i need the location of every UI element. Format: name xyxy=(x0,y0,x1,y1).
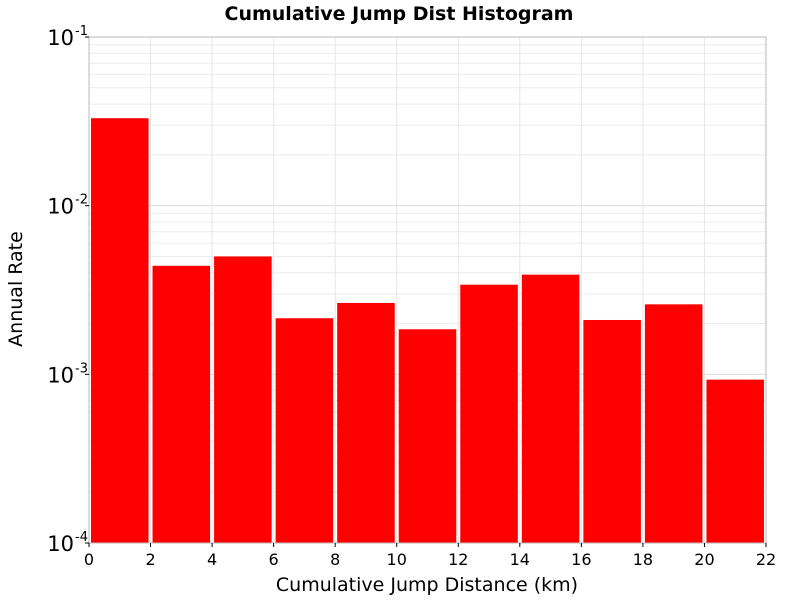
x-tick-label: 6 xyxy=(269,550,279,569)
y-tick-exponent: -1 xyxy=(75,24,88,39)
bar-4 xyxy=(337,302,395,543)
y-tick-base: 10 xyxy=(47,363,74,387)
bar-3 xyxy=(275,318,334,543)
y-tick-label: 10 -4 xyxy=(47,530,88,556)
y-tick-exponent: -4 xyxy=(75,530,88,545)
y-tick-label: 10 -3 xyxy=(47,361,88,387)
x-tick-label: 2 xyxy=(145,550,155,569)
y-tick-label: 10 -1 xyxy=(47,24,88,50)
x-tick-label: 12 xyxy=(448,550,468,569)
bar-5 xyxy=(398,329,457,543)
plot-frame xyxy=(88,36,767,544)
y-tick-base: 10 xyxy=(47,26,74,50)
bar-6 xyxy=(460,284,518,543)
x-tick-label: 20 xyxy=(694,550,714,569)
y-tick-base: 10 xyxy=(47,195,74,219)
x-axis-ticks: 0 2 4 6 8 10 12 14 16 18 20 22 xyxy=(84,543,776,569)
bar-8 xyxy=(583,319,641,543)
x-tick-label: 10 xyxy=(387,550,407,569)
x-tick-label: 16 xyxy=(571,550,591,569)
y-tick-base: 10 xyxy=(47,532,74,556)
chart-title: Cumulative Jump Dist Histogram xyxy=(225,3,574,25)
bars xyxy=(91,118,764,544)
y-tick-exponent: -3 xyxy=(75,361,88,376)
x-tick-label: 8 xyxy=(330,550,340,569)
y-tick-exponent: -2 xyxy=(75,193,88,208)
x-tick-label: 18 xyxy=(633,550,653,569)
x-tick-label: 4 xyxy=(207,550,217,569)
x-tick-label: 22 xyxy=(756,550,776,569)
bar-1 xyxy=(152,265,211,543)
bar-2 xyxy=(214,256,272,543)
y-axis-ticks: 10-410-310-210-1 xyxy=(47,24,89,556)
bar-10 xyxy=(706,379,764,543)
x-axis-label: Cumulative Jump Distance (km) xyxy=(276,574,578,596)
x-tick-label: 0 xyxy=(84,550,94,569)
x-tick-label: 14 xyxy=(510,550,530,569)
y-tick-label: 10 -2 xyxy=(47,193,88,219)
bar-7 xyxy=(521,274,580,543)
bar-0 xyxy=(91,118,149,544)
bar-9 xyxy=(644,304,703,543)
y-axis-label: Annual Rate xyxy=(5,231,27,347)
